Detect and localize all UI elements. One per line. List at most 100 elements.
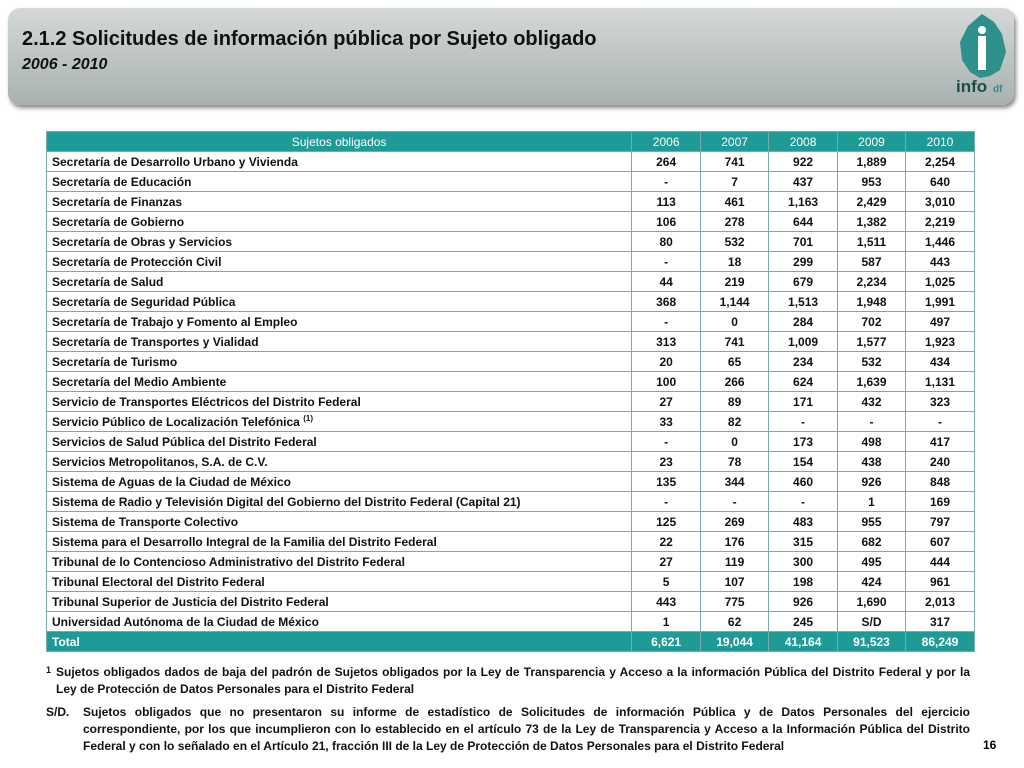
cell-value: 135 [631, 471, 702, 492]
cell-value: 245 [768, 611, 839, 632]
header-box [8, 8, 1014, 105]
cell-text: 424 [861, 574, 882, 589]
table-row: Servicios Metropolitanos, S.A. de C.V. 23… [45, 451, 976, 472]
cell-value: - [700, 491, 770, 512]
cell-text: 18 [727, 254, 742, 269]
cell-value: 1,511 [837, 231, 906, 252]
cell-text: - [937, 414, 942, 429]
cell-value: 278 [700, 211, 770, 232]
cell-value: 953 [837, 171, 906, 192]
cell-value: 640 [904, 171, 976, 192]
cell-text: 169 [929, 494, 950, 509]
cell-text: 89 [727, 394, 742, 409]
cell-text: 317 [929, 614, 950, 629]
cell-text: 0 [731, 314, 738, 329]
cell-text: 313 [656, 334, 677, 349]
cell-text: 741 [724, 334, 745, 349]
cell-text: Servicios Metropolitanos, S.A. de C.V. [52, 454, 268, 469]
cell-name: Sistema de Radio y Televisión Digital de… [45, 491, 633, 512]
table-row: Servicios de Salud Pública del Distrito … [45, 431, 976, 452]
footnote-text: Sujetos obligados dados de baja del padr… [56, 665, 970, 696]
cell-text: Secretaría de Gobierno [52, 214, 185, 229]
cell-text: 44 [659, 274, 673, 289]
cell-text: 437 [793, 174, 814, 189]
cell-text: 125 [656, 514, 677, 529]
table-row: Secretaría del Medio Ambiente 100 266 624 1,… [45, 371, 976, 392]
data-table: Sujetos obligados 2006 2007 2008 2009 2010 Sec… [45, 131, 976, 652]
cell-text: - [664, 434, 669, 449]
cell-value: 154 [768, 451, 839, 472]
table-row: Servicio de Transportes Eléctricos del D… [45, 391, 976, 412]
cell-text: 22 [659, 534, 673, 549]
cell-text: 922 [793, 154, 814, 169]
cell-value: 300 [768, 551, 839, 572]
cell-name: Secretaría de Gobierno [45, 211, 633, 232]
cell-value: 926 [768, 591, 839, 612]
cell-text: Servicios de Salud Pública del Distrito … [52, 434, 317, 449]
cell-text: 797 [929, 514, 950, 529]
cell-value: 1,163 [768, 191, 839, 212]
cell-value: 27 [631, 551, 702, 572]
cell-text: 926 [793, 594, 814, 609]
cell-value: 344 [700, 471, 770, 492]
cell-value: 89 [700, 391, 770, 412]
cell-value: 2,254 [904, 151, 976, 172]
cell-text: 701 [793, 234, 814, 249]
cell-text: Secretaría de Protección Civil [52, 254, 222, 269]
cell-text: 1,513 [788, 294, 819, 309]
cell-text: Servicio de Transportes Eléctricos del D… [52, 394, 361, 409]
table-row: Sistema de Aguas de la Ciudad de México 1… [45, 471, 976, 492]
cell-text: 315 [793, 534, 814, 549]
cell-value: 424 [837, 571, 906, 592]
cell-text: 417 [929, 434, 950, 449]
cell-value: 106 [631, 211, 702, 232]
cell-text: 460 [793, 474, 814, 489]
cell-value: 1,639 [837, 371, 906, 392]
footnote-ref: (1) [303, 414, 313, 423]
cell-text: 100 [656, 374, 677, 389]
cell-text: Secretaría de Educación [52, 174, 192, 189]
cell-text: 3,010 [924, 194, 955, 209]
cell-value: - [631, 171, 702, 192]
cell-value: 240 [904, 451, 976, 472]
table-row: Secretaría de Salud 44 219 679 2,234 1,025 [45, 271, 976, 292]
cell-value: 1,889 [837, 151, 906, 172]
cell-text: 269 [724, 514, 745, 529]
cell-value: 443 [904, 251, 976, 272]
column-header: 2010 [904, 131, 976, 152]
cell-text: Secretaría de Obras y Servicios [52, 234, 233, 249]
cell-name: Secretaría de Transportes y Vialidad [45, 331, 633, 352]
cell-value: 313 [631, 331, 702, 352]
page-number: 16 [983, 738, 997, 752]
cell-value: 624 [768, 371, 839, 392]
cell-name: Universidad Autónoma de la Ciudad de Méx… [45, 611, 633, 632]
cell-value: 848 [904, 471, 976, 492]
logo-text: info [956, 77, 987, 96]
logo-suffix: df [993, 84, 1003, 95]
cell-value: - [904, 411, 976, 432]
table-row: Secretaría de Trabajo y Fomento al Emple… [45, 311, 976, 332]
cell-text: Universidad Autónoma de la Ciudad de Méx… [52, 614, 319, 629]
cell-value: 234 [768, 351, 839, 372]
cell-value: 1 [837, 491, 906, 512]
cell-text: 2,234 [856, 274, 887, 289]
cell-value: 741 [700, 151, 770, 172]
table-row: Secretaría de Educación - 7 437 953 640 [45, 171, 976, 192]
cell-text: 953 [861, 174, 882, 189]
cell-value: 62 [700, 611, 770, 632]
cell-name: Secretaría de Obras y Servicios [45, 231, 633, 252]
cell-value: 443 [631, 591, 702, 612]
table-row: Secretaría de Turismo 20 65 234 532 434 [45, 351, 976, 372]
cell-value: - [631, 431, 702, 452]
cell-text: 135 [656, 474, 677, 489]
table-row: Servicio Público de Localización Telefón… [45, 411, 976, 432]
cell-value: 461 [700, 191, 770, 212]
cell-value: 926 [837, 471, 906, 492]
cell-text: 961 [929, 574, 950, 589]
cell-text: 176 [724, 534, 745, 549]
cell-value: - [631, 491, 702, 512]
total-cell: 86,249 [904, 631, 976, 652]
cell-text: 2,429 [856, 194, 887, 209]
footnote-marker: S/D. [46, 705, 70, 719]
